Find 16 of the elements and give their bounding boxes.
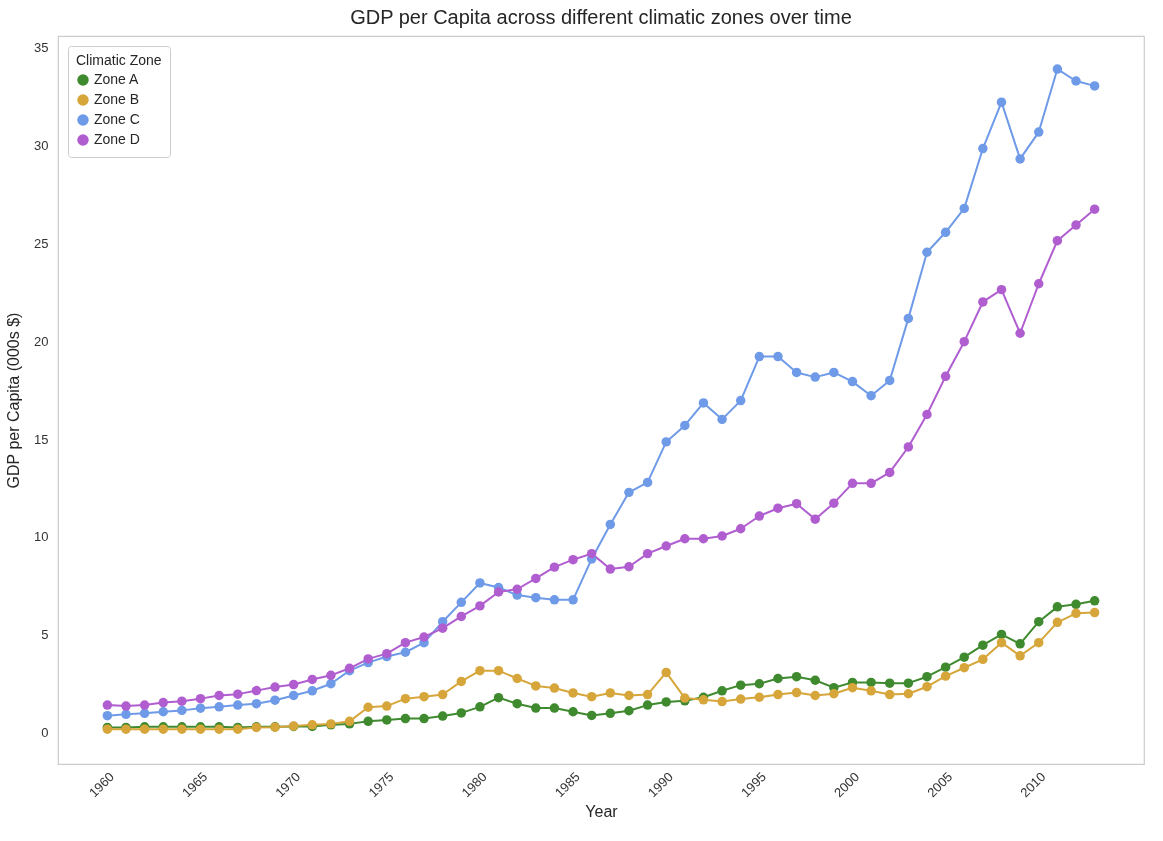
legend-label: Zone D: [94, 131, 140, 147]
legend-label: Zone A: [94, 71, 140, 87]
chart-title: GDP per Capita across different climatic zones over time: [350, 6, 852, 28]
y-tick-label: 25: [34, 235, 49, 251]
y-tick-label: 35: [34, 40, 49, 56]
legend-title: Climatic Zone: [76, 52, 162, 68]
y-tick-label: 5: [41, 627, 49, 643]
legend-label: Zone B: [94, 91, 140, 107]
y-tick-label: 10: [34, 529, 49, 545]
y-axis-title: GDP per Capita (000s $): [5, 312, 23, 489]
y-tick-label: 15: [34, 431, 49, 447]
y-tick-label: 30: [34, 138, 49, 154]
y-tick-label: 0: [41, 725, 49, 741]
x-axis-title: Year: [585, 803, 619, 821]
legend-label: Zone C: [94, 111, 140, 127]
y-tick-label: 20: [34, 333, 49, 349]
